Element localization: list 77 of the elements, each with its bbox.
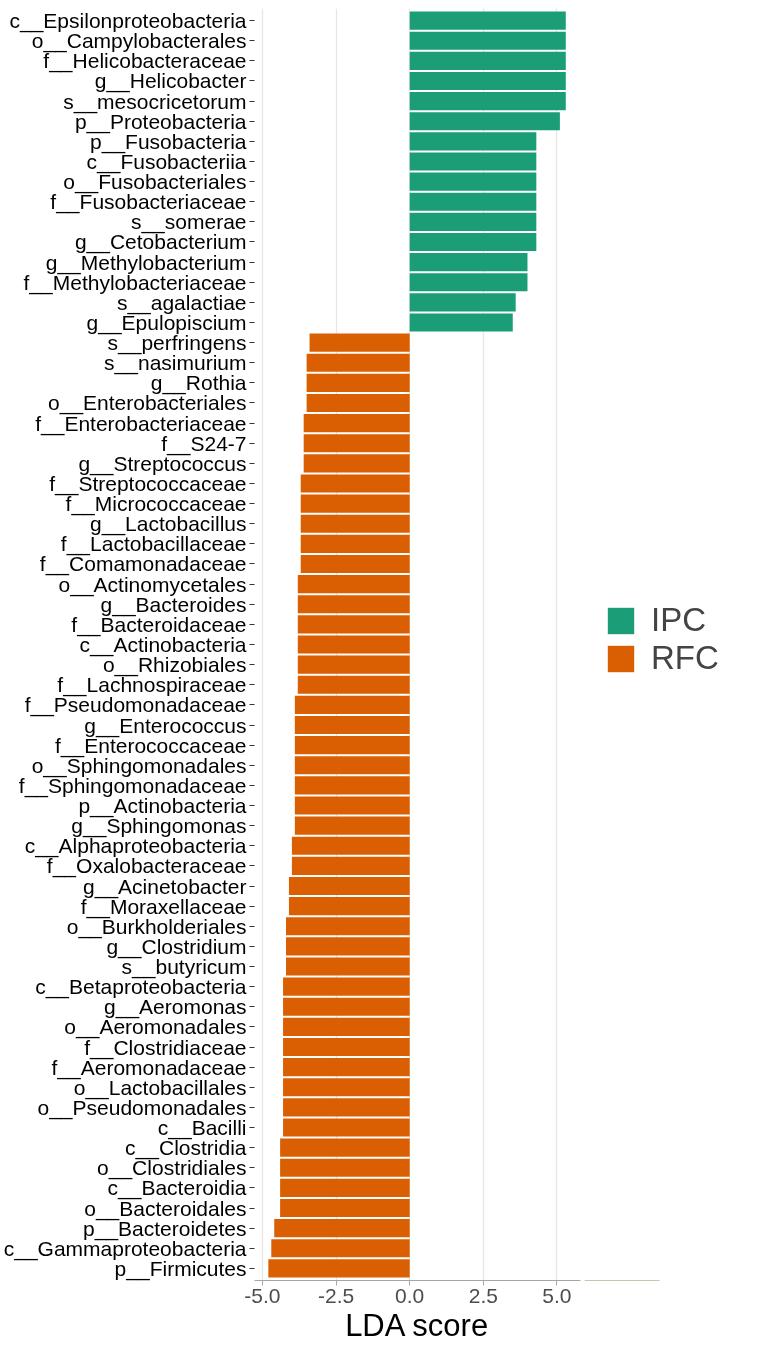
- bar: [283, 977, 410, 996]
- bar: [294, 796, 410, 815]
- bar: [409, 293, 516, 312]
- bar: [300, 554, 410, 574]
- bar: [409, 273, 528, 292]
- bar: [306, 373, 410, 392]
- bar: [294, 776, 410, 795]
- bar: [297, 635, 410, 654]
- y-tick-label: f__S24-7: [161, 431, 247, 456]
- bar: [283, 1078, 410, 1097]
- bar: [300, 514, 410, 533]
- bar: [294, 695, 410, 714]
- bar: [280, 1178, 410, 1197]
- bar: [291, 836, 410, 855]
- x-axis-title: LDA score: [345, 1307, 489, 1343]
- bar: [283, 1058, 410, 1077]
- bar: [297, 575, 410, 594]
- bar: [286, 957, 410, 976]
- x-tick-label: 2.5: [468, 1283, 498, 1307]
- bar: [291, 856, 410, 875]
- bar: [297, 615, 410, 634]
- x-tick-label: -5.0: [244, 1283, 281, 1307]
- legend-label: RFC: [651, 639, 719, 677]
- bar: [294, 736, 410, 755]
- bar: [300, 474, 410, 493]
- legend-label: IPC: [651, 601, 707, 639]
- x-tick-label: -2.5: [317, 1283, 355, 1307]
- y-tick-label: c__Epsilonproteobacteria: [9, 9, 247, 34]
- bar: [409, 313, 513, 332]
- bar: [409, 152, 537, 171]
- bar: [288, 876, 410, 896]
- bar: [409, 71, 566, 91]
- bar: [297, 595, 410, 614]
- bar: [409, 112, 560, 131]
- bar: [300, 534, 410, 553]
- bar: [294, 715, 410, 735]
- bar: [303, 434, 410, 453]
- bar: [409, 232, 537, 252]
- x-tick-label: 5.0: [542, 1283, 572, 1307]
- bar: [309, 333, 410, 352]
- bar: [271, 1239, 410, 1258]
- bar: [288, 897, 410, 916]
- y-tick-label: s__somerae: [130, 210, 247, 235]
- bar: [409, 253, 528, 272]
- bar: [274, 1219, 410, 1238]
- bar: [286, 917, 410, 936]
- bar: [283, 1037, 410, 1057]
- bar: [280, 1138, 410, 1157]
- y-tick-label: g__Helicobacter: [94, 69, 247, 94]
- bar: [409, 172, 537, 191]
- bar: [409, 212, 537, 231]
- bar: [283, 1017, 410, 1036]
- bar: [297, 675, 410, 694]
- bar: [409, 132, 537, 151]
- bar: [286, 937, 410, 956]
- bar: [300, 494, 410, 513]
- bar: [294, 756, 410, 775]
- bar: [306, 393, 410, 413]
- bar: [409, 192, 537, 211]
- bar: [280, 1198, 410, 1218]
- bar: [409, 11, 566, 30]
- y-tick-label: g__Clostridium: [106, 934, 247, 959]
- bar: [280, 1158, 410, 1177]
- bar: [306, 353, 410, 372]
- bar: [409, 51, 566, 70]
- bar: [409, 92, 566, 111]
- bar: [294, 816, 410, 835]
- y-tick-label: c__Bacilli: [157, 1116, 247, 1141]
- bar: [283, 1098, 410, 1117]
- bar: [303, 414, 410, 433]
- bar: [303, 454, 410, 473]
- bar: [297, 655, 410, 674]
- bar: [268, 1259, 410, 1278]
- x-tick-label: 0.0: [395, 1283, 425, 1307]
- bar: [283, 997, 410, 1016]
- bar: [409, 31, 566, 50]
- bar: [283, 1118, 410, 1137]
